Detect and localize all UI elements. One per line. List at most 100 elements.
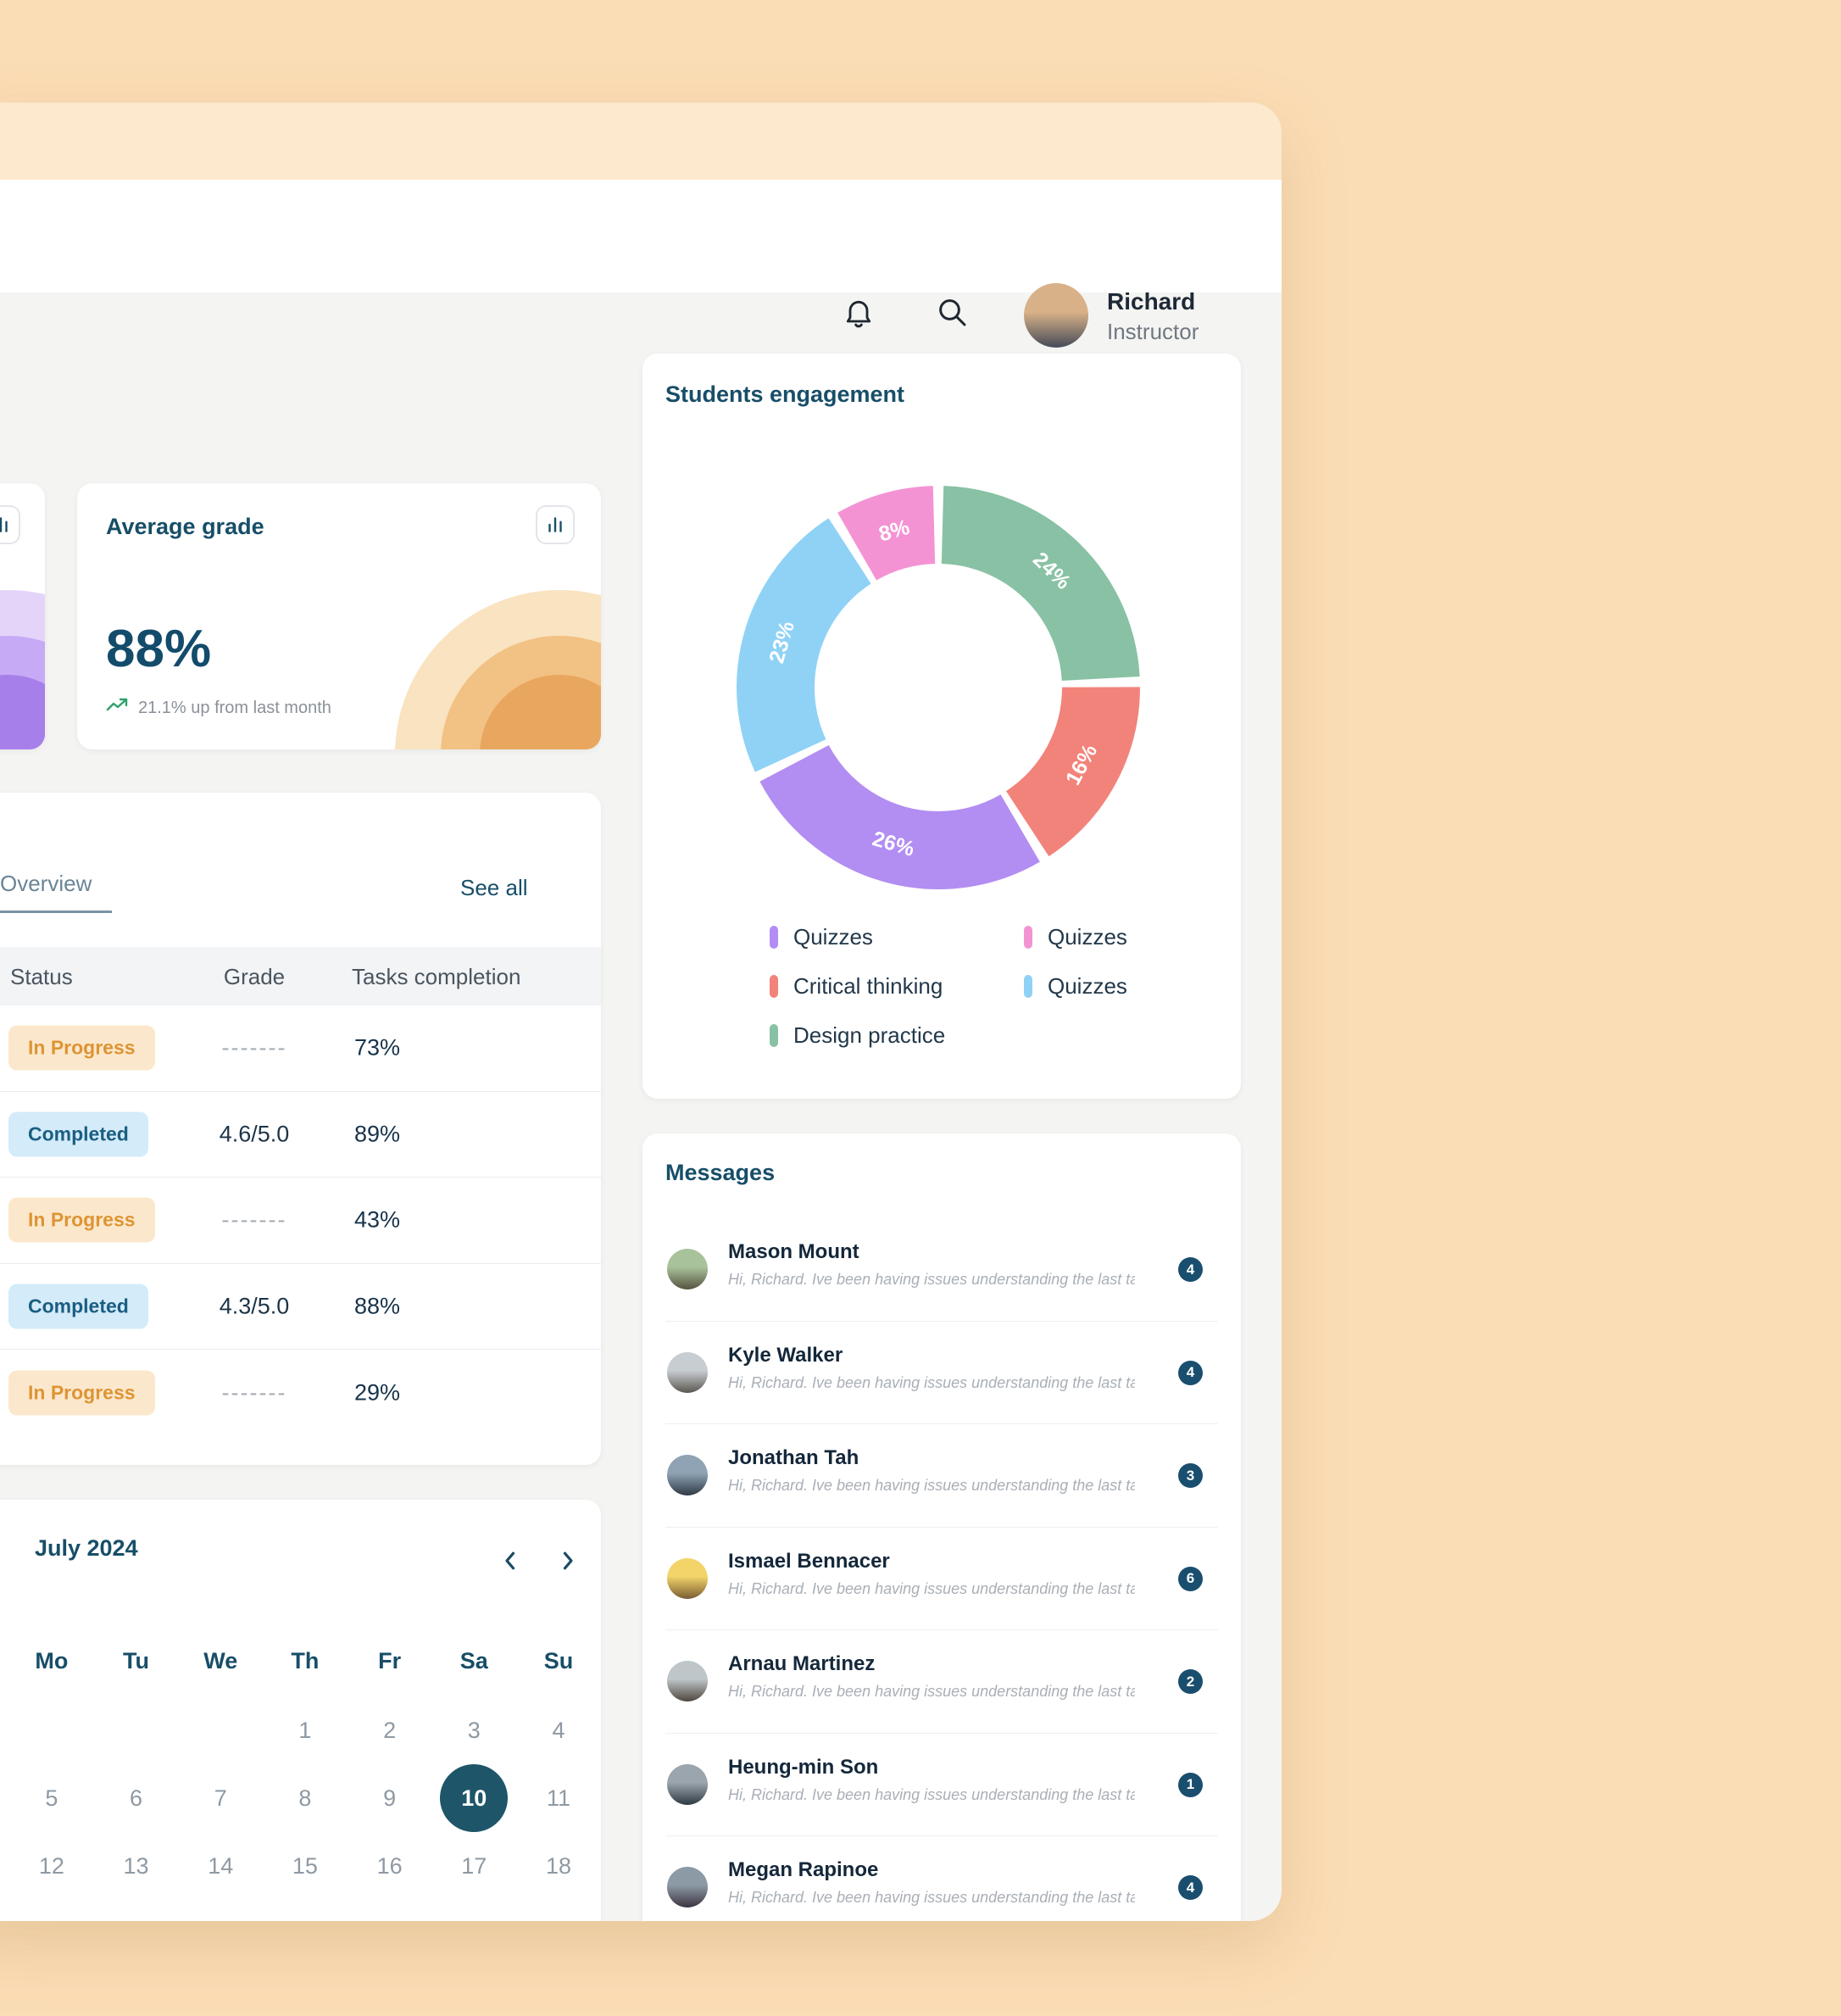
calendar-date[interactable]: 8	[298, 1785, 312, 1811]
calendar-prev-button[interactable]	[490, 1540, 532, 1583]
message-preview-text: Hi, Richard. Ive been having issues unde…	[728, 1373, 1135, 1391]
calendar-date[interactable]: 1	[298, 1717, 312, 1743]
donut-segment[interactable]	[1005, 686, 1140, 857]
calendar-date[interactable]: 2	[383, 1717, 397, 1743]
unread-count-badge: 3	[1178, 1463, 1203, 1488]
calendar-date[interactable]: 7	[214, 1785, 227, 1811]
calendar-selected-date: 10	[440, 1764, 509, 1832]
legend-label: Quizzes	[1048, 923, 1127, 950]
chart-legend-left: Quizzes Critical thinking Design practice	[770, 923, 945, 1049]
unread-count-badge: 2	[1178, 1669, 1203, 1694]
tasks-completion-value: 89%	[354, 1121, 401, 1147]
table-row[interactable]: In Progress ------- 43%	[0, 1178, 601, 1264]
message-avatar	[667, 1351, 708, 1393]
message-list-item[interactable]: Kyle Walker Hi, Richard. Ive been having …	[665, 1322, 1218, 1424]
table-row[interactable]: In Progress ------- 29%	[0, 1350, 601, 1436]
notifications-button[interactable]	[839, 293, 878, 332]
message-sender-name: Kyle Walker	[728, 1343, 843, 1367]
tasks-completion-value: 29%	[354, 1379, 401, 1406]
calendar-weekday: Su	[543, 1647, 574, 1674]
legend-label: Critical thinking	[793, 972, 943, 999]
overview-panel: Overview See all Status Grade Tasks comp…	[0, 793, 601, 1465]
legend-label: Quizzes	[793, 923, 873, 950]
app-header: Richard Instructor	[0, 180, 1282, 348]
message-list-item[interactable]: Jonathan Tah Hi, Richard. Ive been having…	[665, 1424, 1218, 1528]
message-list-item[interactable]: Ismael Bennacer Hi, Richard. Ive been hav…	[665, 1528, 1218, 1630]
calendar-date[interactable]: 9	[383, 1785, 397, 1811]
grade-value: -------	[221, 1034, 287, 1061]
donut-segment[interactable]	[837, 486, 937, 582]
message-avatar	[667, 1661, 708, 1701]
user-name: Richard	[1107, 288, 1196, 315]
table-body: In Progress ------- 73% Completed 4.6/5.0 89%…	[0, 1005, 601, 1436]
average-grade-title: Average grade	[106, 514, 264, 539]
message-avatar	[667, 1763, 708, 1805]
table-row[interactable]: In Progress ------- 73%	[0, 1005, 601, 1092]
calendar-date[interactable]: 5	[45, 1785, 58, 1811]
message-sender-name: Jonathan Tah	[728, 1446, 859, 1469]
average-grade-card: Average grade 88% 21.1% up from last mon…	[77, 483, 601, 749]
message-list-item[interactable]: Arnau Martinez Hi, Richard. Ive been havi…	[665, 1630, 1218, 1734]
message-sender-name: Mason Mount	[728, 1240, 859, 1263]
status-badge: Completed	[8, 1111, 148, 1157]
calendar-date-grid: 1 2 3 4 5 6 7 8 9 10 11 12 13 14 15 16 17 18	[9, 1696, 601, 1900]
unread-count-badge: 4	[1178, 1360, 1203, 1385]
calendar-date[interactable]: 3	[467, 1717, 481, 1743]
status-badge: In Progress	[8, 1197, 155, 1243]
message-list-item[interactable]: Heung-min Son Hi, Richard. Ive been havin…	[665, 1734, 1218, 1836]
calendar-date[interactable]: 15	[292, 1852, 318, 1879]
table-row[interactable]: Completed 4.6/5.0 89%	[0, 1092, 601, 1178]
calendar-empty-cell	[178, 1696, 263, 1764]
message-sender-name: Ismael Bennacer	[728, 1549, 890, 1573]
calendar-date[interactable]: 11	[546, 1785, 570, 1811]
chart-legend-right: Quizzes Quizzes	[1024, 923, 1127, 1000]
search-button[interactable]	[932, 293, 971, 332]
message-sender-name: Heung-min Son	[728, 1755, 879, 1779]
legend-swatch	[770, 925, 778, 949]
message-list-item[interactable]: Megan Rapinoe Hi, Richard. Ive been havin…	[665, 1836, 1218, 1921]
chevron-right-icon	[554, 1551, 580, 1576]
trend-row: 21.1% up from last month	[106, 697, 331, 719]
user-avatar[interactable]	[1024, 283, 1088, 348]
table-row[interactable]: Completed 4.3/5.0 88%	[0, 1264, 601, 1350]
legend-item: Quizzes	[770, 923, 945, 950]
unread-count-badge: 4	[1178, 1875, 1203, 1900]
calendar-next-button[interactable]	[546, 1540, 588, 1583]
calendar-date[interactable]: 6	[130, 1785, 143, 1811]
donut-segment[interactable]	[940, 486, 1140, 682]
calendar-card: July 2024 Mo Tu We Th Fr Sa Su 1 2 3 4 5 6 7 8 9 10 11 12…	[0, 1500, 601, 1921]
window-top-band	[0, 103, 1282, 180]
legend-item: Design practice	[770, 1022, 945, 1049]
legend-item: Quizzes	[1024, 972, 1127, 1000]
calendar-weekday-row: Mo Tu We Th Fr Sa Su	[9, 1638, 601, 1684]
see-all-link[interactable]: See all	[460, 875, 528, 900]
legend-item: Quizzes	[1024, 923, 1127, 950]
calendar-weekday: Fr	[378, 1647, 402, 1674]
table-header: Status Grade Tasks completion	[0, 947, 601, 1005]
message-sender-name: Arnau Martinez	[728, 1652, 876, 1675]
column-grade: Grade	[223, 964, 286, 989]
app-window: Richard Instructor Average grade	[0, 103, 1282, 1921]
calendar-date[interactable]: 18	[545, 1852, 571, 1879]
chevron-left-icon	[498, 1551, 524, 1576]
legend-label: Design practice	[793, 1022, 946, 1048]
calendar-weekday: Sa	[459, 1647, 488, 1674]
tasks-completion-value: 43%	[354, 1206, 401, 1233]
calendar-date[interactable]: 10	[431, 1764, 516, 1832]
legend-swatch	[1024, 925, 1032, 949]
stat-card-partial[interactable]	[0, 483, 45, 749]
calendar-date[interactable]: 12	[38, 1852, 64, 1879]
calendar-date[interactable]: 17	[461, 1852, 487, 1879]
tab-overview[interactable]: Overview	[0, 871, 112, 913]
calendar-weekday: Tu	[123, 1647, 150, 1674]
donut-segment[interactable]	[759, 744, 1040, 889]
bar-chart-icon[interactable]	[536, 505, 575, 544]
average-grade-value: 88%	[106, 620, 212, 678]
message-list-item[interactable]: Mason Mount Hi, Richard. Ive been having …	[665, 1218, 1218, 1322]
calendar-date[interactable]: 13	[123, 1852, 149, 1879]
calendar-date[interactable]: 4	[552, 1717, 565, 1743]
donut-segment[interactable]	[737, 518, 872, 772]
calendar-date[interactable]: 14	[208, 1852, 234, 1879]
calendar-date[interactable]: 16	[376, 1852, 403, 1879]
